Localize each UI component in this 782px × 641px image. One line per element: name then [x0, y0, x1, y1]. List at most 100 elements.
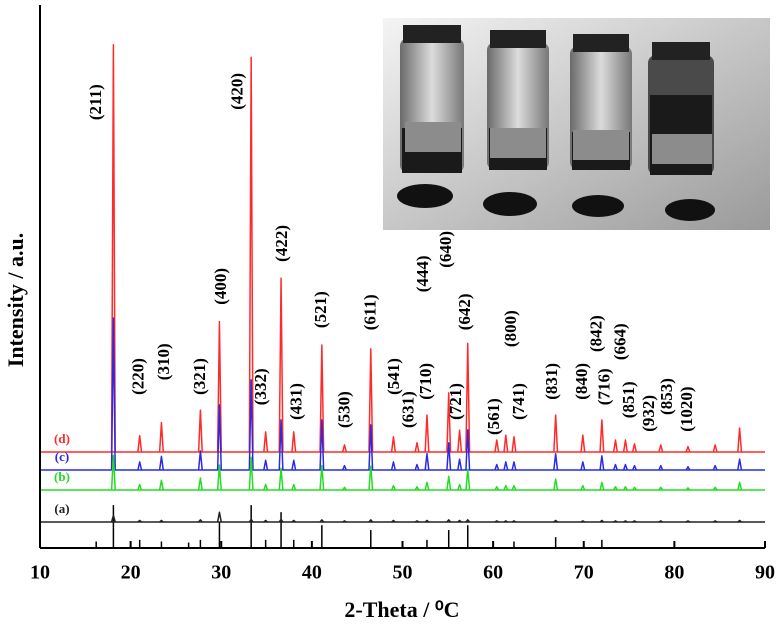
x-tick-label: 90	[755, 562, 775, 584]
peak-annotation: (710)	[416, 363, 435, 400]
x-tick-label: 30	[211, 562, 231, 584]
x-tick-label: 60	[483, 562, 503, 584]
peak	[263, 483, 269, 491]
peak	[110, 514, 116, 523]
peak	[319, 344, 325, 453]
peak-annotation: (840)	[572, 363, 591, 400]
peak-annotation: (800)	[501, 310, 520, 347]
peak	[457, 519, 462, 523]
x-tick-label: 70	[574, 562, 594, 584]
peak	[503, 520, 509, 523]
peak-annotation: (561)	[484, 398, 503, 435]
peak-annotation: (521)	[311, 291, 330, 328]
peak	[368, 424, 374, 471]
peak-annotation: (831)	[542, 363, 561, 400]
peak	[158, 421, 164, 453]
peak-annotation: (851)	[619, 381, 638, 418]
peak	[631, 464, 638, 471]
peak-annotation: (420)	[227, 73, 246, 110]
peak	[613, 520, 618, 523]
x-tick-label: 10	[30, 562, 50, 584]
peak	[278, 467, 284, 491]
peak	[632, 520, 637, 523]
peak	[503, 434, 509, 453]
peak-annotation: (932)	[639, 395, 658, 432]
peak	[446, 442, 452, 471]
peak	[216, 464, 222, 491]
peak	[263, 459, 269, 471]
peak	[712, 486, 718, 491]
peak	[712, 464, 718, 471]
peak-annotation: (642)	[455, 293, 474, 330]
peak	[263, 431, 269, 453]
peak	[216, 404, 222, 471]
inset-photo	[383, 18, 770, 230]
peak	[580, 484, 586, 491]
peak	[658, 464, 664, 471]
peak	[197, 477, 203, 491]
peak	[278, 419, 284, 471]
peak	[278, 518, 284, 523]
peak	[216, 320, 222, 453]
peak	[263, 519, 268, 523]
peak	[368, 519, 374, 523]
peak	[511, 484, 517, 491]
peak	[658, 444, 664, 453]
peak	[580, 461, 586, 471]
peak	[390, 484, 396, 491]
peak	[248, 456, 254, 491]
peak	[341, 444, 348, 453]
peak	[737, 427, 743, 453]
peak	[424, 519, 430, 523]
peak	[198, 519, 203, 523]
peak-annotation: (842)	[586, 315, 605, 352]
peak	[414, 463, 420, 471]
peak	[197, 450, 203, 471]
peak	[390, 436, 396, 453]
peak	[319, 419, 325, 471]
peak	[424, 452, 430, 471]
x-tick-label: 80	[664, 562, 684, 584]
peak	[612, 439, 619, 453]
peak-annotation: (310)	[154, 343, 173, 380]
x-tick-label: 20	[121, 562, 141, 584]
peak	[110, 454, 116, 491]
peak	[110, 44, 116, 453]
peak	[494, 485, 500, 491]
peak	[457, 458, 463, 471]
peak-annotation: (444)	[413, 255, 432, 292]
peak	[291, 519, 297, 523]
peak	[291, 431, 297, 453]
peak	[137, 483, 143, 491]
x-axis-label: 2-Theta / ⁰C	[344, 597, 459, 622]
peak	[368, 465, 374, 491]
peak	[623, 520, 628, 523]
peak	[658, 520, 663, 523]
series-label: (b)	[54, 469, 70, 484]
peak	[137, 519, 143, 523]
peak	[465, 342, 471, 453]
peak	[291, 459, 297, 471]
peak	[465, 519, 471, 523]
peak-annotation: (741)	[509, 383, 528, 420]
peak	[599, 419, 605, 453]
peak	[424, 481, 430, 491]
peak	[494, 439, 500, 453]
peak	[494, 520, 499, 523]
peak	[390, 461, 396, 471]
peak-annotation: (721)	[446, 383, 465, 420]
peak	[622, 439, 628, 453]
peak	[446, 392, 452, 453]
peak-annotation: (422)	[272, 225, 291, 262]
peak	[159, 519, 164, 523]
peak-annotation: (332)	[251, 368, 270, 405]
peak	[631, 443, 638, 453]
peak	[712, 444, 718, 453]
peak	[658, 486, 664, 491]
peak	[446, 519, 452, 523]
peak	[319, 464, 325, 491]
peak-annotation: (611)	[361, 294, 380, 330]
peak-annotation: (631)	[399, 391, 418, 428]
peak	[110, 317, 116, 471]
